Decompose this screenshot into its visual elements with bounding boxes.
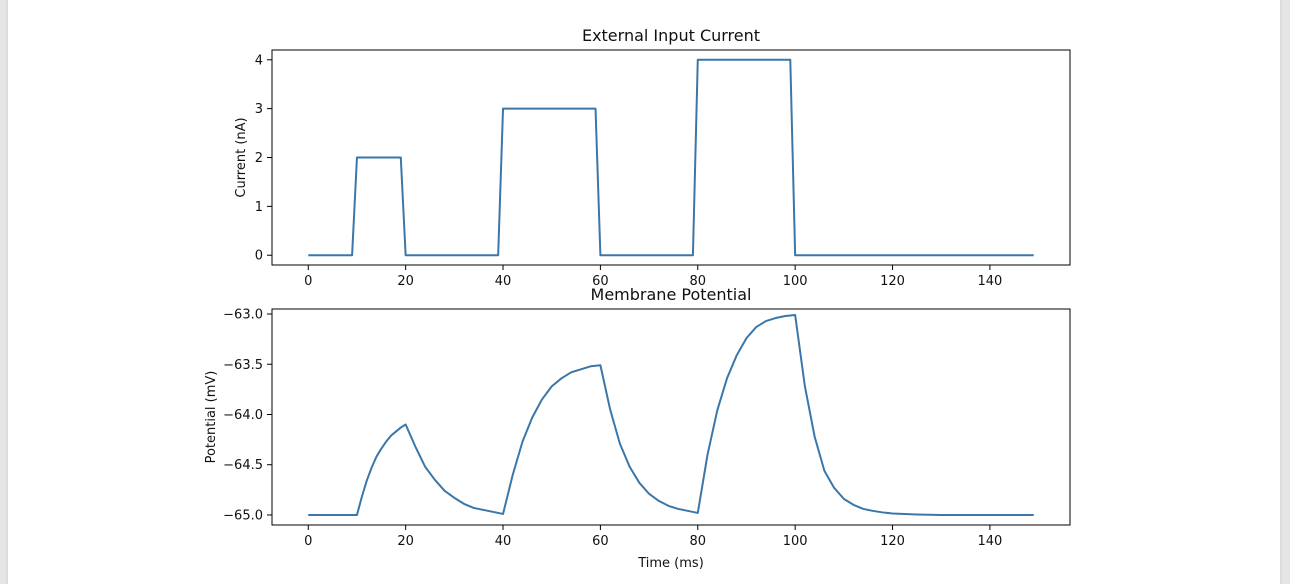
y-tick-label: 2 bbox=[255, 151, 263, 166]
series-line bbox=[308, 58, 1034, 257]
y-axis-label: Potential (mV) bbox=[204, 371, 219, 464]
chart-title: Membrane Potential bbox=[591, 285, 752, 304]
y-axis-label: Current (nA) bbox=[234, 117, 249, 197]
x-tick-label: 20 bbox=[397, 274, 414, 289]
x-tick-label: 60 bbox=[592, 534, 609, 549]
y-tick-label: −64.0 bbox=[223, 408, 263, 423]
axes-frame bbox=[271, 308, 1071, 526]
y-tick-label: 1 bbox=[255, 200, 263, 215]
x-tick-label: 60 bbox=[592, 274, 609, 289]
y-tick-label: −65.0 bbox=[223, 508, 263, 523]
x-tick-label: 100 bbox=[783, 274, 808, 289]
chart-2: Membrane Potential 0 20 40 60 80 100 120 140 −63.… bbox=[204, 285, 1071, 571]
y-tick-label: 0 bbox=[255, 249, 263, 264]
series-line bbox=[308, 314, 1034, 516]
x-tick-label: 120 bbox=[880, 534, 905, 549]
x-tick-label: 20 bbox=[397, 534, 414, 549]
x-tick-label: 80 bbox=[690, 274, 707, 289]
x-tick-label: 0 bbox=[304, 274, 312, 289]
x-tick-label: 80 bbox=[690, 534, 707, 549]
y-tick-label: −63.0 bbox=[223, 308, 263, 323]
x-tick-label: 120 bbox=[880, 274, 905, 289]
figure-page: External Input Current 0 20 40 60 80 100 120 140… bbox=[8, 0, 1280, 584]
y-tick-label: −63.5 bbox=[223, 358, 263, 373]
y-tick-label: 4 bbox=[255, 53, 263, 68]
x-tick-label: 40 bbox=[495, 534, 512, 549]
x-tick-label: 0 bbox=[304, 534, 312, 549]
x-tick-label: 40 bbox=[495, 274, 512, 289]
x-tick-label: 140 bbox=[977, 534, 1002, 549]
y-tick-label: −64.5 bbox=[223, 458, 263, 473]
chart-title: External Input Current bbox=[582, 26, 760, 45]
x-axis-label: Time (ms) bbox=[637, 556, 704, 571]
y-tick-label: 3 bbox=[255, 102, 263, 117]
x-tick-label: 100 bbox=[783, 534, 808, 549]
x-tick-label: 140 bbox=[977, 274, 1002, 289]
